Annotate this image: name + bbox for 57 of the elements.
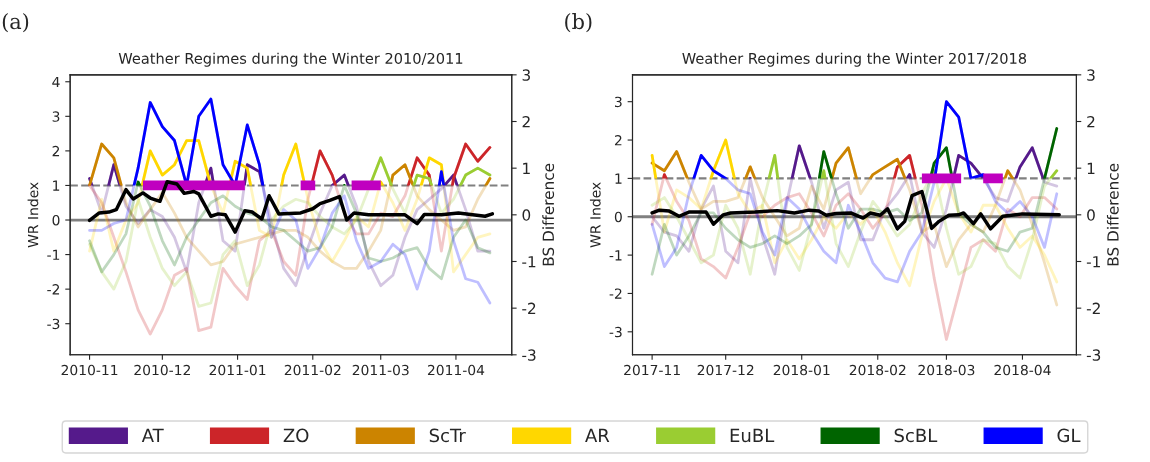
y-tick-label: 0 — [614, 211, 622, 223]
y2-tick-label: 2 — [522, 115, 530, 128]
y2-axis-title: BS Difference — [1106, 163, 1119, 266]
y-axis-title: WR Index — [27, 182, 39, 248]
y-tick-label: 3 — [615, 96, 622, 108]
y2-tick-label: 1 — [1087, 162, 1095, 174]
y2-tick-label: -1 — [1086, 256, 1100, 268]
x-tick-label: 2011-03 — [352, 364, 409, 376]
x-tick-label: 2018-02 — [849, 364, 906, 376]
x-tick-label: 2011-02 — [284, 364, 341, 376]
y-tick-label: 2 — [52, 145, 60, 157]
y2-tick-label: -3 — [522, 349, 536, 361]
y-axis-title: WR Index — [589, 182, 601, 248]
legend-label: ScTr — [429, 428, 466, 443]
y2-tick-label: 1 — [523, 162, 530, 174]
line-series — [650, 189, 1061, 231]
text: (b) — [565, 13, 592, 33]
y-tick-label: -1 — [609, 250, 622, 261]
y2-axis-title: BS Difference — [542, 163, 555, 266]
x-tick-label: 2018-04 — [994, 364, 1051, 376]
x-tick-label: 2010-12 — [134, 364, 190, 376]
x-tick-label: 2018-01 — [773, 364, 830, 376]
y-tick-label: 4 — [52, 76, 60, 88]
x-tick-label: 2018-03 — [918, 364, 975, 376]
legend-label: EuBL — [730, 428, 775, 443]
chart-title: Weather Regimes during the Winter 2017/2018 — [682, 52, 1027, 67]
y2-tick-label: 2 — [1087, 115, 1095, 128]
y-tick-label: -3 — [609, 326, 622, 338]
y2-tick-label: -3 — [1086, 349, 1101, 361]
x-tick-label: 2017-11 — [624, 364, 680, 376]
y2-tick-label: 0 — [522, 209, 531, 221]
text: (a) — [2, 13, 29, 33]
y-tick-label: 1 — [53, 180, 60, 191]
y-tick-label: -2 — [609, 288, 622, 299]
x-tick-label: 2011-01 — [209, 364, 266, 376]
y2-tick-label: -1 — [522, 256, 536, 268]
y2-tick-label: -2 — [1086, 302, 1100, 314]
y2-tick-label: -2 — [522, 302, 536, 314]
y2-tick-label: 3 — [522, 69, 530, 81]
y-tick-label: 3 — [52, 111, 60, 122]
legend-label: GL — [1057, 428, 1081, 443]
x-tick-label: 2011-04 — [427, 364, 485, 376]
legend-label: AT — [141, 428, 164, 442]
y2-tick-label: 0 — [1087, 209, 1095, 221]
legend-label: AR — [585, 428, 610, 442]
y-tick-label: 1 — [615, 173, 622, 184]
x-tick-label: 2017-12 — [697, 364, 754, 376]
y-tick-label: 0 — [52, 214, 60, 226]
x-tick-label: 2010-11 — [61, 364, 118, 376]
y2-tick-label: 3 — [1087, 69, 1095, 81]
y-tick-label: -2 — [47, 284, 60, 295]
legend-label: ZO — [283, 428, 309, 443]
y-tick-label: -1 — [47, 249, 60, 260]
y-tick-label: 2 — [614, 135, 622, 146]
legend-label: ScBL — [894, 428, 938, 443]
y-tick-label: -3 — [47, 318, 60, 330]
chart-title: Weather Regimes during the Winter 2010/2011 — [118, 52, 463, 67]
